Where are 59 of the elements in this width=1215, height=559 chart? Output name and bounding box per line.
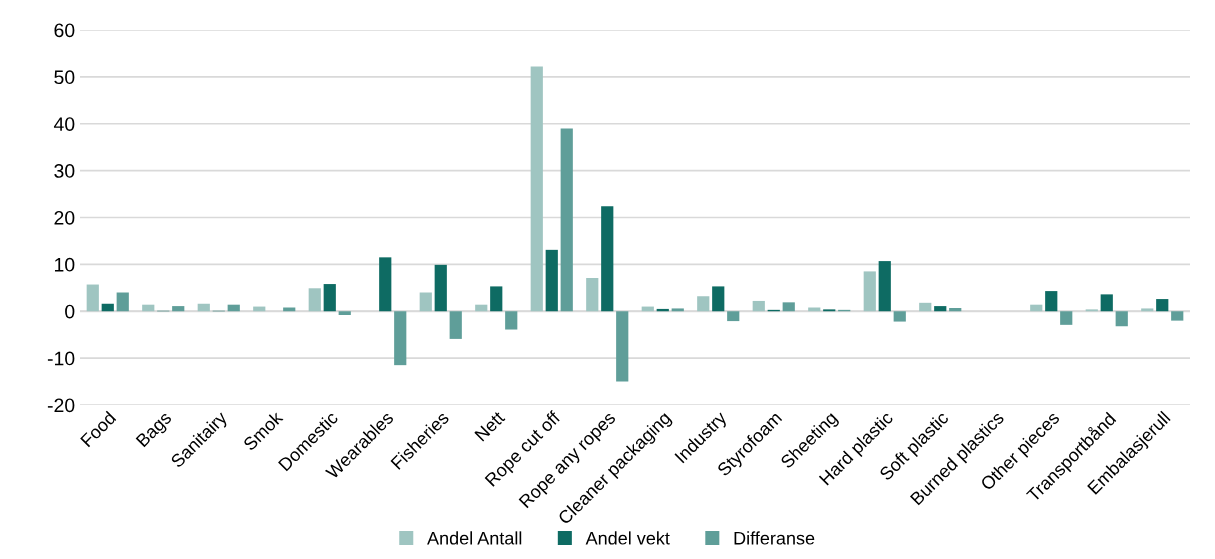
bar <box>1045 291 1058 312</box>
legend-label: Differanse <box>734 531 815 545</box>
bar <box>116 292 129 312</box>
bar <box>394 311 407 366</box>
bar <box>308 288 321 312</box>
bar <box>1171 311 1184 321</box>
x-tick-label: Nett <box>474 410 506 442</box>
bar <box>419 292 432 312</box>
y-tick-label: 50 <box>54 70 75 85</box>
bar <box>1141 308 1154 312</box>
bar <box>1156 299 1169 312</box>
bar <box>671 308 684 312</box>
y-tick-label: 30 <box>54 164 75 178</box>
y-tick-label: -20 <box>47 398 75 413</box>
bar <box>782 302 795 312</box>
bar <box>434 264 447 312</box>
bar <box>878 261 891 312</box>
bar <box>530 66 543 312</box>
bar <box>1100 294 1113 312</box>
bar <box>283 307 296 312</box>
bar <box>1115 311 1128 327</box>
bar <box>949 307 962 312</box>
legend-label: Andel Antall <box>427 531 522 545</box>
bar <box>1030 304 1043 312</box>
bar <box>560 128 573 312</box>
bar <box>863 271 876 312</box>
bar <box>919 302 932 312</box>
bar <box>227 304 240 312</box>
bar <box>1060 311 1073 325</box>
bar <box>505 311 518 330</box>
bar <box>752 300 765 312</box>
bar <box>197 303 210 312</box>
bar <box>449 311 462 339</box>
bar <box>586 277 599 312</box>
bar <box>490 286 503 312</box>
bar <box>142 304 155 312</box>
bar <box>338 311 351 315</box>
bar <box>101 303 114 312</box>
bar <box>808 307 821 312</box>
bar <box>86 284 99 312</box>
bar <box>697 296 710 312</box>
bar <box>545 249 558 312</box>
legend-label: Andel vekt <box>585 531 670 545</box>
bar <box>172 306 185 312</box>
bar <box>475 304 488 312</box>
y-tick-label: 60 <box>54 23 75 38</box>
y-tick-label: 40 <box>53 117 75 131</box>
bar <box>893 311 906 322</box>
bar <box>601 206 614 312</box>
y-tick-label: 10 <box>55 257 75 272</box>
bar <box>616 311 629 382</box>
bar <box>712 286 725 312</box>
bar <box>379 257 392 312</box>
bar <box>727 311 740 322</box>
y-tick-label: 0 <box>65 304 75 319</box>
bar <box>323 284 336 312</box>
y-tick-label: -10 <box>47 351 75 366</box>
y-tick-label: 20 <box>54 210 75 225</box>
bar <box>934 306 947 312</box>
